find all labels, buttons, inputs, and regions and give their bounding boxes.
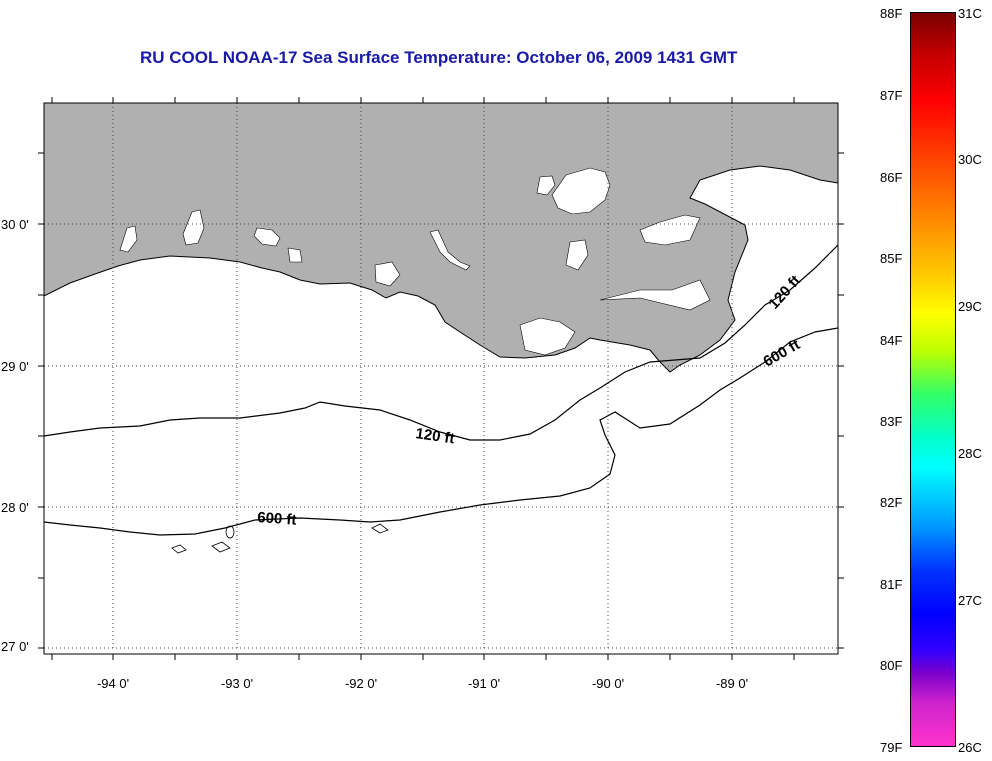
contour-label-120ft-east: 120 ft — [765, 272, 804, 312]
latitude-labels: 30 0' 29 0' 28 0' 27 0' — [1, 217, 29, 654]
lon-label: -89 0' — [716, 676, 748, 691]
deep-contour-fragments — [171, 523, 389, 554]
contour-label-600ft-west: 600 ft — [257, 509, 297, 529]
colorbar-gradient — [910, 12, 956, 747]
c-label: 27C — [958, 593, 982, 608]
f-label: 86F — [880, 170, 903, 185]
c-label: 31C — [958, 6, 982, 21]
sst-map: -94 0' -93 0' -92 0' -91 0' -90 0' -89 0… — [1, 97, 844, 691]
lon-label: -93 0' — [221, 676, 253, 691]
f-label: 87F — [880, 88, 903, 103]
lon-label: -91 0' — [468, 676, 500, 691]
lon-label: -94 0' — [97, 676, 129, 691]
f-label: 85F — [880, 251, 903, 266]
f-label: 88F — [880, 6, 903, 21]
c-label: 30C — [958, 152, 982, 167]
tick-marks — [38, 97, 844, 660]
c-label: 29C — [958, 299, 982, 314]
isobath-120ft — [43, 244, 839, 441]
graticule — [44, 103, 838, 649]
lakes — [119, 167, 711, 356]
map-frame — [43, 102, 839, 655]
f-label: 83F — [880, 414, 903, 429]
contour-label-120ft-west: 120 ft — [414, 425, 455, 447]
contour-label-600ft-east: 600 ft — [761, 336, 803, 370]
f-label: 81F — [880, 577, 903, 592]
lat-label: 27 0' — [1, 639, 29, 654]
lat-label: 30 0' — [1, 217, 29, 232]
lon-label: -90 0' — [592, 676, 624, 691]
isobath-600ft — [43, 327, 839, 536]
f-label: 79F — [880, 740, 903, 755]
f-label: 82F — [880, 495, 903, 510]
c-label: 26C — [958, 740, 982, 755]
longitude-labels: -94 0' -93 0' -92 0' -91 0' -90 0' -89 0… — [97, 676, 748, 691]
f-label: 80F — [880, 658, 903, 673]
lon-label: -92 0' — [345, 676, 377, 691]
lat-label: 28 0' — [1, 500, 29, 515]
c-label: 28C — [958, 446, 982, 461]
chart-title: RU COOL NOAA-17 Sea Surface Temperature:… — [140, 48, 738, 67]
lat-label: 29 0' — [1, 359, 29, 374]
f-label: 84F — [880, 333, 903, 348]
